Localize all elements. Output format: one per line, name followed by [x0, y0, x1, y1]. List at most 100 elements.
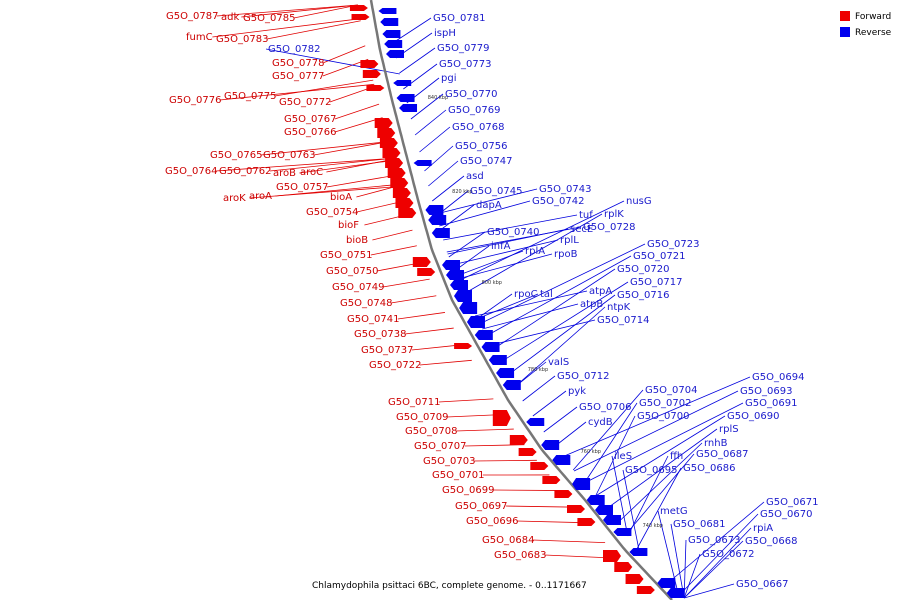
gene-label: G5O_0779	[437, 43, 489, 54]
scale-tick-label: 840 kbp	[428, 95, 448, 101]
gene-label: G5O_0697	[455, 501, 507, 512]
gene-label: G5O_0737	[361, 345, 413, 356]
forward-gene-feature	[542, 476, 561, 484]
gene-leader-line	[410, 93, 444, 120]
reverse-gene-feature	[459, 302, 478, 314]
gene-label: G5O_0745	[470, 186, 522, 197]
reverse-gene-feature	[393, 80, 412, 86]
gene-label: ileS	[614, 451, 632, 462]
reverse-gene-feature	[552, 455, 571, 465]
gene-label: rpoC	[514, 289, 538, 300]
gene-label: G5O_0783	[216, 34, 268, 45]
gene-leader-line	[274, 79, 374, 97]
gene-label: G5O_0777	[272, 71, 324, 82]
gene-leader-line	[404, 327, 454, 335]
gene-label: G5O_0738	[354, 329, 406, 340]
gene-label: G5O_0691	[745, 398, 797, 409]
gene-leader-line	[611, 455, 629, 537]
gene-label: G5O_0743	[539, 184, 591, 195]
gene-leader-line	[584, 402, 638, 484]
gene-leader-line	[215, 157, 394, 172]
gene-label: G5O_0687	[696, 449, 748, 460]
gene-label: G5O_0749	[332, 282, 384, 293]
forward-gene-feature	[351, 14, 370, 20]
gene-label: valS	[548, 357, 569, 368]
gene-leader-line	[448, 231, 486, 258]
gene-leader-line	[500, 281, 629, 363]
reverse-gene-feature	[488, 355, 507, 365]
gene-label: G5O_0767	[284, 114, 336, 125]
gene-label: G5O_0770	[445, 89, 497, 100]
gene-leader-line	[390, 295, 437, 304]
gene-label: rpiA	[753, 523, 773, 534]
gene-label: G5O_0747	[460, 156, 512, 167]
gene-label: bioF	[338, 220, 359, 231]
scale-tick-label: 740 kbp	[643, 523, 663, 529]
gene-leader-line	[326, 174, 398, 188]
gene-leader-line	[482, 303, 579, 330]
reverse-gene-feature	[380, 18, 399, 26]
gene-label: asd	[466, 171, 484, 182]
reverse-gene-feature	[413, 160, 432, 166]
gene-label: aroB	[273, 168, 296, 179]
gene-label: G5O_0742	[532, 196, 584, 207]
reverse-gene-feature	[384, 40, 403, 48]
gene-leader-line	[313, 141, 389, 156]
gene-leader-line	[505, 505, 577, 508]
gene-label: rpoB	[554, 249, 578, 260]
forward-gene-feature	[360, 60, 379, 68]
gene-leader-line	[474, 290, 588, 317]
gene-label: G5O_0751	[320, 250, 372, 261]
gene-label: ntpK	[607, 302, 631, 313]
gene-label: G5O_0706	[579, 402, 631, 413]
gene-leader-line	[456, 250, 524, 277]
gene-leader-line	[334, 103, 380, 120]
gene-leader-line	[455, 428, 514, 432]
gene-label: G5O_0750	[326, 266, 378, 277]
forward-gene-feature	[392, 188, 411, 198]
gene-label: bioA	[330, 192, 352, 203]
gene-label: G5O_0723	[647, 239, 699, 250]
gene-leader-line	[476, 293, 539, 320]
gene-label: G5O_0690	[727, 411, 779, 422]
gene-label: dapA	[476, 200, 502, 211]
gene-leader-line	[454, 245, 490, 272]
reverse-gene-feature	[442, 260, 460, 270]
gene-label: G5O_0741	[347, 314, 399, 325]
gene-label: infA	[491, 241, 511, 252]
gene-leader-line	[440, 204, 475, 231]
reverse-gene-feature	[595, 505, 613, 515]
legend-label-reverse: Reverse	[855, 28, 892, 38]
reverse-gene-feature	[481, 342, 500, 352]
forward-gene-feature	[390, 178, 409, 188]
gene-label: aroK	[223, 193, 246, 204]
gene-leader-line	[399, 47, 436, 74]
forward-gene-feature	[554, 490, 573, 498]
scale-tick-label: 760 kbp	[581, 449, 601, 455]
forward-gene-feature	[518, 448, 537, 456]
gene-label: atpA	[589, 286, 612, 297]
gene-label: G5O_0673	[688, 535, 740, 546]
forward-gene-feature	[614, 562, 633, 572]
forward-gene-feature	[603, 550, 621, 562]
gene-label: G5O_0699	[442, 485, 494, 496]
gene-leader-line	[532, 539, 606, 544]
gene-label: G5O_0714	[597, 315, 649, 326]
reverse-gene-feature	[454, 290, 472, 302]
gene-leader-line	[451, 239, 559, 266]
gene-label: G5O_0722	[369, 360, 421, 371]
gene-label: G5O_0721	[633, 251, 685, 262]
gene-label: tuf	[579, 210, 593, 221]
gene-leader-line	[275, 183, 400, 197]
gene-leader-line	[473, 459, 537, 462]
forward-gene-feature	[385, 158, 404, 168]
legend-swatch-forward	[840, 11, 850, 21]
gene-label: G5O_0670	[760, 509, 812, 520]
gene-leader-line	[617, 442, 703, 524]
gene-label: G5O_0776	[169, 95, 221, 106]
reverse-gene-feature	[378, 8, 397, 14]
gene-label: G5O_0778	[272, 58, 324, 69]
gene-label: G5O_0686	[683, 463, 735, 474]
forward-gene-feature	[366, 85, 385, 91]
gene-label: rplS	[719, 424, 739, 435]
